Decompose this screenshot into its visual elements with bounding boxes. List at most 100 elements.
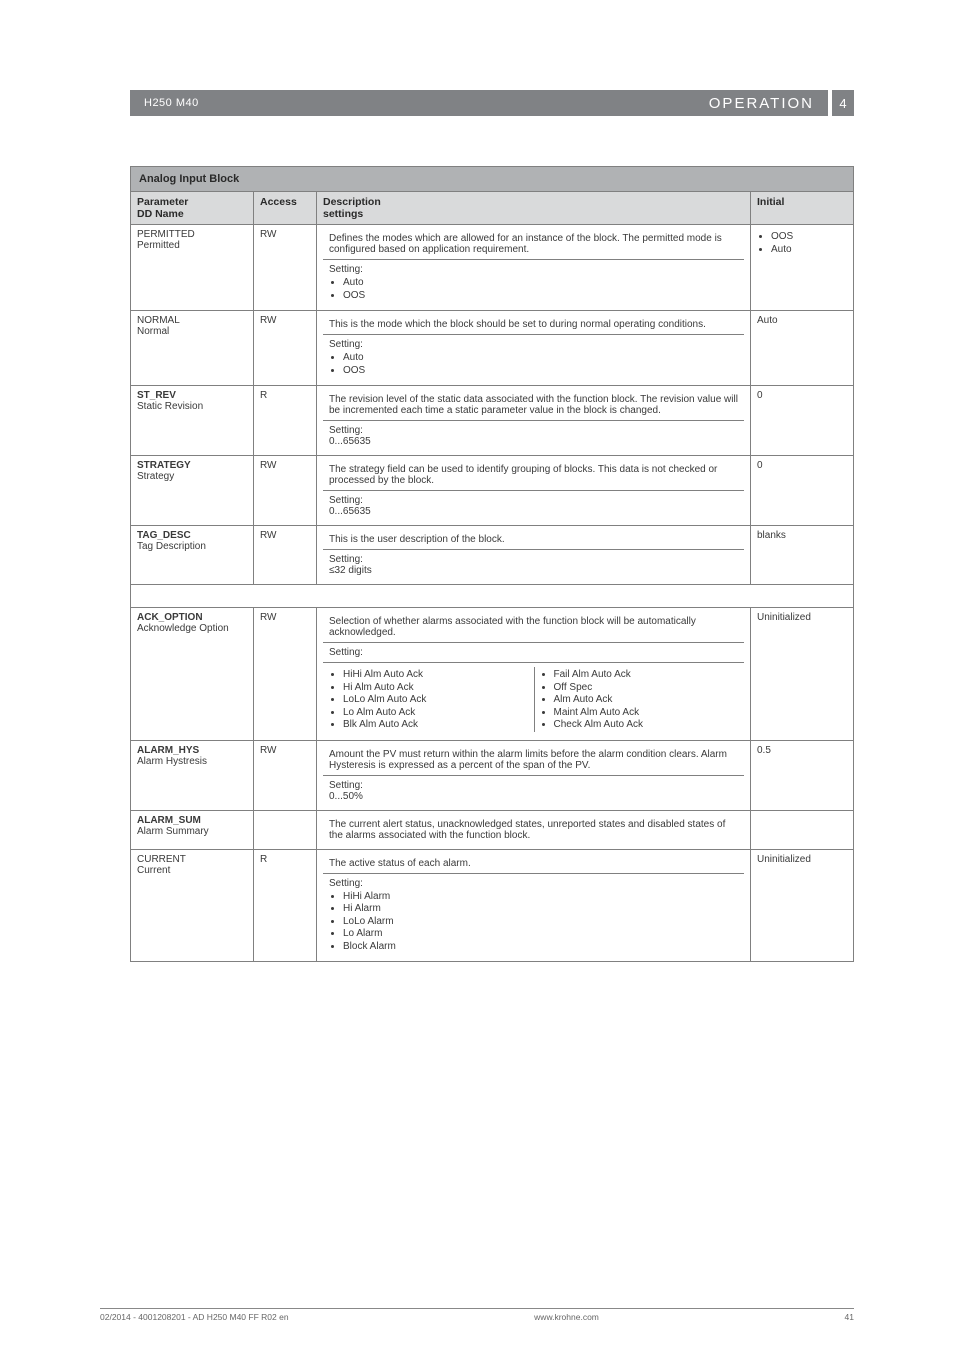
desc-cell: The strategy field can be used to identi… [317, 456, 751, 526]
initial-list: OOS Auto [757, 231, 847, 256]
setting-block: Setting: HiHi Alarm Hi Alarm LoLo Alarm … [323, 873, 744, 958]
param-code: STRATEGY [137, 460, 191, 471]
access-cell: RW [254, 526, 317, 585]
setting-text: 0...65635 [329, 506, 371, 517]
desc-text: Amount the PV must return within the ala… [323, 745, 744, 775]
initial-cell: OOS Auto [751, 225, 854, 311]
footer-right: 41 [845, 1312, 854, 1322]
setting-block: Setting: Auto OOS [323, 259, 744, 306]
desc-cell: This is the mode which the block should … [317, 311, 751, 386]
param-dd: Alarm Hystresis [137, 756, 207, 767]
col-param-label: Parameter [137, 196, 188, 208]
table-row: ACK_OPTION Acknowledge Option RW Selecti… [131, 608, 854, 741]
setting-label: Setting: [329, 554, 363, 565]
table-row: STRATEGY Strategy RW The strategy field … [131, 456, 854, 526]
initial-cell: 0 [751, 386, 854, 456]
col-access: Access [254, 192, 317, 225]
setting-text: 0...65635 [329, 436, 371, 447]
setting-item: Alm Auto Ack [554, 694, 739, 707]
col-desc-label: Description [323, 196, 381, 208]
access-cell: R [254, 849, 317, 962]
setting-block: Setting: 0...65635 [323, 490, 744, 521]
param-dd: Current [137, 865, 170, 876]
setting-item: LoLo Alarm [343, 916, 738, 929]
access-cell: RW [254, 608, 317, 741]
setting-label: Setting: [329, 339, 363, 350]
setting-label: Setting: [329, 264, 363, 275]
initial-cell: blanks [751, 526, 854, 585]
access-cell: RW [254, 225, 317, 311]
initial-cell [751, 810, 854, 849]
setting-text: 0...50% [329, 791, 363, 802]
desc-text: The strategy field can be used to identi… [323, 460, 744, 490]
param-code: PERMITTED [137, 229, 195, 240]
setting-label: Setting: [329, 425, 363, 436]
table-header-row: Parameter DD Name Access Description set… [131, 192, 854, 225]
setting-item: HiHi Alarm [343, 891, 738, 904]
desc-text: The current alert status, unacknowledged… [323, 815, 744, 845]
setting-label: Setting: [329, 878, 363, 889]
col-param-sub: DD Name [137, 208, 184, 220]
table-row: NORMAL Normal RW This is the mode which … [131, 311, 854, 386]
footer-center: www.krohne.com [534, 1312, 599, 1322]
table-title-row: Analog Input Block [131, 167, 854, 192]
param-dd: Strategy [137, 471, 174, 482]
table-row: ALARM_HYS Alarm Hystresis RW Amount the … [131, 740, 854, 810]
desc-text: This is the mode which the block should … [323, 315, 744, 334]
param-code: ACK_OPTION [137, 612, 203, 623]
setting-label: Setting: [329, 780, 363, 791]
param-cell: ST_REV Static Revision [131, 386, 254, 456]
param-code: TAG_DESC [137, 530, 191, 541]
initial-item: Auto [771, 244, 847, 257]
desc-cell: This is the user description of the bloc… [317, 526, 751, 585]
setting-item: Check Alm Auto Ack [554, 719, 739, 732]
param-dd: Normal [137, 326, 169, 337]
setting-list: Auto OOS [329, 352, 738, 377]
param-dd: Static Revision [137, 401, 203, 412]
table-row: PERMITTED Permitted RW Defines the modes… [131, 225, 854, 311]
spacer-row [131, 585, 854, 608]
initial-cell: Uninitialized [751, 849, 854, 962]
model-label: H250 M40 [130, 90, 213, 116]
setting-item: Hi Alm Auto Ack [343, 682, 528, 695]
desc-cell: The active status of each alarm. Setting… [317, 849, 751, 962]
setting-item: Fail Alm Auto Ack [554, 669, 739, 682]
setting-item: Off Spec [554, 682, 739, 695]
param-code: ST_REV [137, 390, 176, 401]
table-row: ALARM_SUM Alarm Summary The current aler… [131, 810, 854, 849]
col-desc-sub: settings [323, 208, 363, 220]
setting-label: Setting: [323, 642, 744, 662]
initial-cell: 0.5 [751, 740, 854, 810]
setting-col-b: Fail Alm Auto Ack Off Spec Alm Auto Ack … [540, 669, 739, 732]
param-code: ALARM_SUM [137, 815, 201, 826]
param-cell: STRATEGY Strategy [131, 456, 254, 526]
table-row: ST_REV Static Revision R The revision le… [131, 386, 854, 456]
col-initial: Initial [751, 192, 854, 225]
section-title: OPERATION [695, 90, 828, 116]
access-cell: RW [254, 456, 317, 526]
param-dd: Alarm Summary [137, 826, 209, 837]
footer-left: 02/2014 - 4001208201 - AD H250 M40 FF R0… [100, 1312, 289, 1322]
setting-item: Hi Alarm [343, 903, 738, 916]
setting-block: Setting: Auto OOS [323, 334, 744, 381]
initial-cell: Auto [751, 311, 854, 386]
header-spacer [213, 90, 695, 116]
setting-item: Auto [343, 277, 738, 290]
param-code: CURRENT [137, 854, 186, 865]
param-cell: ALARM_SUM Alarm Summary [131, 810, 254, 849]
col-desc: Description settings [317, 192, 751, 225]
param-dd: Permitted [137, 240, 180, 251]
param-cell: ACK_OPTION Acknowledge Option [131, 608, 254, 741]
page-header: H250 M40 OPERATION 4 [130, 90, 854, 116]
setting-block: Setting: ≤32 digits [323, 549, 744, 580]
param-code: ALARM_HYS [137, 745, 199, 756]
setting-item: Lo Alm Auto Ack [343, 707, 528, 720]
initial-cell: 0 [751, 456, 854, 526]
desc-cell: The revision level of the static data as… [317, 386, 751, 456]
table-row: TAG_DESC Tag Description RW This is the … [131, 526, 854, 585]
desc-cell: Defines the modes which are allowed for … [317, 225, 751, 311]
setting-block: Setting: 0...50% [323, 775, 744, 806]
initial-cell: Uninitialized [751, 608, 854, 741]
param-cell: NORMAL Normal [131, 311, 254, 386]
setting-item: Maint Alm Auto Ack [554, 707, 739, 720]
